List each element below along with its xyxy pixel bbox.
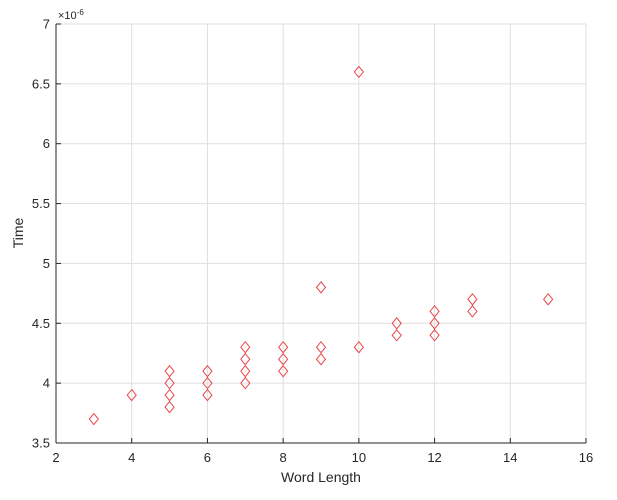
- data-point: [240, 376, 251, 390]
- data-point: [240, 340, 251, 354]
- x-tick-label: 6: [204, 450, 211, 465]
- y-axis-exponent-power: -6: [77, 8, 85, 17]
- data-point: [240, 364, 251, 378]
- y-tick-label: 6.5: [32, 76, 50, 91]
- grid-lines: [55, 23, 587, 444]
- data-point: [277, 340, 289, 354]
- data-point: [277, 364, 289, 378]
- data-point: [391, 316, 402, 330]
- data-point: [353, 65, 365, 79]
- data-point: [277, 352, 289, 366]
- data-points: [88, 65, 554, 426]
- y-tick-label: 5: [43, 256, 50, 271]
- x-tick-label: 2: [52, 450, 59, 465]
- y-axis-label: Time: [10, 217, 26, 248]
- data-point: [391, 328, 402, 342]
- y-tick-label: 4.5: [32, 316, 50, 331]
- x-tick-labels: 2 4 6 8 10 12 14 16: [52, 450, 593, 465]
- data-point: [429, 305, 440, 318]
- data-point: [202, 364, 213, 378]
- data-point: [315, 281, 327, 294]
- y-tick-label: 5.5: [32, 196, 50, 211]
- x-tick-label: 12: [427, 450, 441, 465]
- x-tick-label: 8: [280, 450, 287, 465]
- y-axis-exponent-base: ×10: [58, 10, 77, 22]
- x-tick-label: 10: [352, 450, 366, 465]
- y-tick-label: 4: [43, 376, 50, 391]
- data-point: [164, 364, 175, 378]
- x-tick-label: 4: [128, 450, 135, 465]
- y-tick-label: 6: [43, 136, 50, 151]
- y-tick-labels: 3.5 4 4.5 5 5.5 6 6.5 7: [32, 17, 50, 451]
- data-point: [542, 293, 554, 306]
- data-point: [315, 352, 327, 366]
- data-point: [315, 340, 327, 354]
- x-tick-label: 14: [503, 450, 517, 465]
- y-axis-exponent: ×10-6: [58, 8, 84, 22]
- x-axis-label: Word Length: [281, 469, 361, 485]
- data-point: [164, 376, 175, 390]
- data-point: [202, 388, 213, 402]
- data-point: [429, 316, 440, 330]
- axes: [55, 23, 587, 444]
- y-tick-label: 3.5: [32, 436, 50, 451]
- data-point: [88, 412, 100, 426]
- data-point: [353, 340, 365, 354]
- data-point: [429, 328, 440, 342]
- data-point: [164, 388, 175, 402]
- data-point: [164, 400, 175, 414]
- data-point: [240, 352, 251, 366]
- data-point: [126, 388, 137, 402]
- y-tick-label: 7: [43, 17, 50, 32]
- x-tick-label: 16: [579, 450, 593, 465]
- data-point: [202, 376, 213, 390]
- data-point: [467, 293, 478, 306]
- data-point: [467, 305, 478, 318]
